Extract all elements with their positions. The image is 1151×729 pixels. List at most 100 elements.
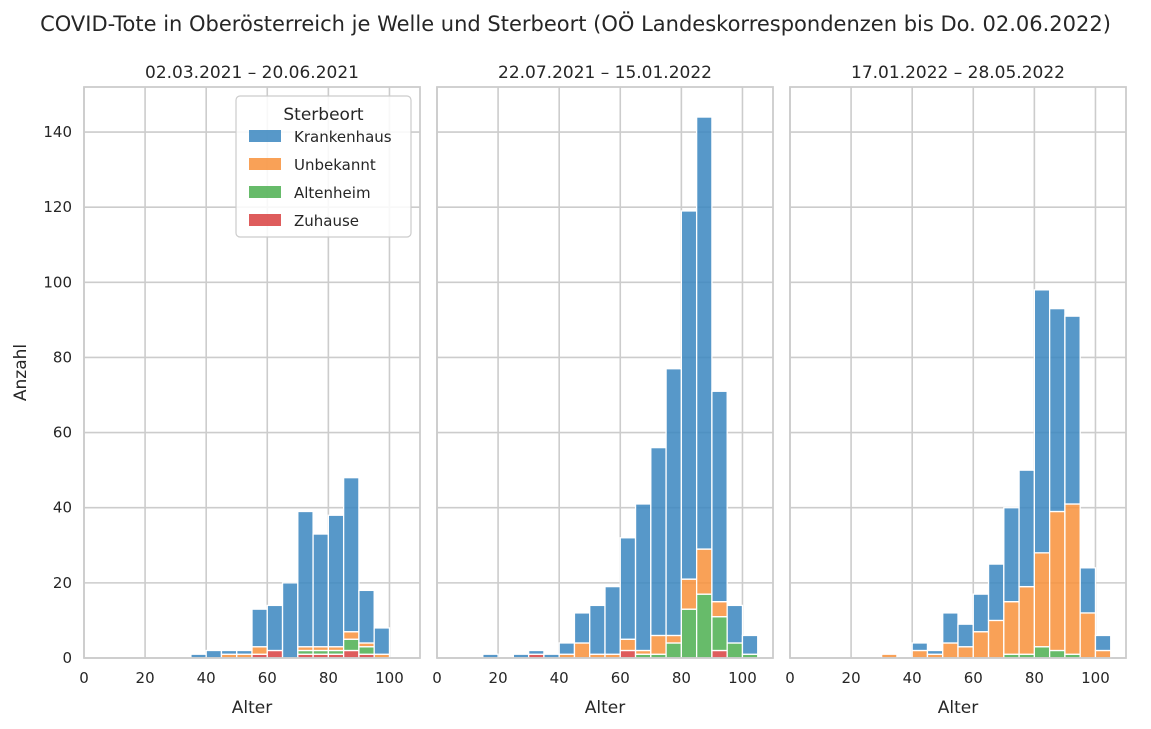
chart-title: COVID-Tote in Oberösterreich je Welle un… (40, 12, 1111, 36)
bar-krankenhaus (604, 585, 621, 655)
bar-krankenhaus (373, 627, 391, 655)
bar-krankenhaus (312, 533, 330, 648)
bar-unbekannt (987, 619, 1005, 659)
bar-altenheim (726, 642, 744, 659)
bar-krankenhaus (942, 612, 959, 644)
legend-swatch-krankenhaus (249, 130, 281, 142)
bar-altenheim (1033, 646, 1051, 659)
x-tick-label: 0 (432, 669, 442, 687)
legend-swatch-unbekannt (249, 158, 281, 170)
bar-zuhause (619, 649, 637, 659)
bar-unbekannt (342, 631, 360, 640)
x-tick-label: 80 (319, 669, 338, 687)
bar-krankenhaus (711, 390, 728, 603)
y-tick-label: 100 (43, 273, 72, 291)
panel-frame (436, 86, 774, 659)
x-tick-label: 100 (728, 669, 757, 687)
bar-unbekannt (1003, 601, 1020, 655)
y-tick-label: 40 (53, 499, 72, 517)
bar-krankenhaus (926, 649, 944, 655)
bar-krankenhaus (957, 623, 974, 648)
bar-krankenhaus (665, 368, 683, 637)
x-tick-label: 100 (375, 669, 404, 687)
legend-swatch-altenheim (249, 186, 281, 198)
x-tick-label: 100 (1081, 669, 1110, 687)
bar-altenheim (711, 616, 728, 652)
bar-altenheim (358, 646, 375, 655)
bar-unbekannt (911, 649, 929, 659)
bar-krankenhaus (1064, 315, 1081, 505)
legend-label-unbekannt: Unbekannt (294, 156, 376, 174)
bar-unbekannt (957, 646, 974, 659)
bar-altenheim (665, 642, 683, 659)
bar-krankenhaus (650, 446, 667, 637)
legend-label-zuhause: Zuhause (294, 212, 359, 230)
bar-unbekannt (1033, 552, 1051, 648)
bar-unbekannt (619, 638, 637, 652)
bar-krankenhaus (558, 642, 576, 655)
legend-title: Sterbeort (283, 105, 364, 125)
bar-krankenhaus (205, 649, 223, 659)
y-axis-label: Anzahl (11, 344, 31, 401)
bar-krankenhaus (527, 649, 545, 655)
bar-zuhause (266, 649, 284, 659)
bar-zuhause (342, 649, 360, 659)
bar-unbekannt (650, 634, 667, 655)
bar-unbekannt (972, 631, 990, 659)
bar-krankenhaus (695, 116, 713, 550)
x-tick-label: 80 (672, 669, 691, 687)
bar-krankenhaus (281, 582, 299, 659)
legend-swatch-zuhause (249, 214, 281, 226)
x-tick-label: 60 (611, 669, 630, 687)
legend-label-krankenhaus: Krankenhaus (294, 128, 392, 146)
x-axis-label: Alter (585, 698, 625, 718)
bar-unbekannt (251, 646, 268, 655)
y-tick-label: 20 (53, 574, 72, 592)
legend-label-altenheim: Altenheim (294, 184, 371, 202)
bar-unbekannt (1018, 585, 1036, 655)
bar-krankenhaus (911, 642, 929, 652)
bar-unbekannt (680, 578, 698, 610)
bar-krankenhaus (1003, 507, 1020, 603)
bar-altenheim (695, 593, 713, 659)
bar-krankenhaus (297, 510, 314, 648)
bar-krankenhaus (1079, 567, 1097, 614)
x-axis-label: Alter (938, 698, 978, 718)
x-tick-label: 40 (550, 669, 569, 687)
bar-zuhause (711, 649, 728, 659)
bar-krankenhaus (220, 649, 238, 655)
bar-unbekannt (942, 642, 959, 659)
bar-krankenhaus (634, 503, 652, 652)
bar-krankenhaus (573, 612, 591, 644)
bar-krankenhaus (266, 604, 284, 652)
panel-title: 22.07.2021 – 15.01.2022 (498, 63, 712, 83)
bar-unbekannt (711, 601, 728, 618)
bar-krankenhaus (589, 604, 606, 655)
bar-krankenhaus (741, 634, 759, 655)
x-axis-label: Alter (232, 698, 272, 718)
bar-unbekannt (1064, 503, 1081, 655)
x-tick-label: 60 (964, 669, 983, 687)
x-tick-label: 20 (489, 669, 508, 687)
panel-title: 02.03.2021 – 20.06.2021 (145, 63, 359, 83)
bar-altenheim (342, 638, 360, 652)
x-tick-label: 20 (842, 669, 861, 687)
x-tick-label: 40 (197, 669, 216, 687)
panel-frame (83, 86, 421, 659)
x-tick-label: 40 (903, 669, 922, 687)
bar-krankenhaus (327, 514, 345, 648)
bar-unbekannt (1079, 612, 1097, 659)
x-tick-label: 80 (1025, 669, 1044, 687)
bar-krankenhaus (726, 604, 744, 644)
x-tick-label: 0 (785, 669, 795, 687)
bar-krankenhaus (619, 537, 637, 640)
bar-krankenhaus (358, 589, 375, 644)
y-tick-label: 120 (43, 198, 72, 216)
x-tick-label: 0 (79, 669, 89, 687)
bar-unbekannt (695, 548, 713, 595)
bar-krankenhaus (972, 593, 990, 633)
bar-krankenhaus (236, 649, 253, 655)
bar-unbekannt (1048, 510, 1066, 652)
bar-altenheim (680, 608, 698, 659)
